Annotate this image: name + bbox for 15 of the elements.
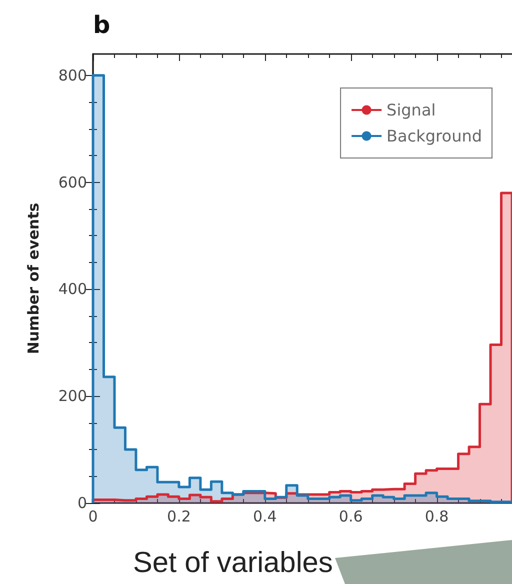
x-tick-label: 0.6: [338, 508, 363, 526]
y-tick-label: 0: [77, 494, 87, 512]
y-tick-label: 200: [58, 387, 87, 406]
legend-label: Signal: [386, 100, 436, 120]
x-tick-label: 0.4: [252, 508, 277, 526]
y-axis-title: Number of events: [24, 202, 42, 354]
y-tick-label: 600: [58, 173, 87, 192]
x-tick-label: 0: [88, 508, 98, 526]
text: Set of variables: [133, 547, 333, 580]
legend-label: Background: [386, 126, 482, 146]
y-tick-label: 400: [58, 280, 87, 298]
x-tick-label: 0.8: [424, 508, 449, 526]
x-tick-label: 0.2: [167, 508, 191, 526]
chart-title: b: [93, 11, 110, 39]
y-tick-label: 800: [58, 66, 87, 84]
